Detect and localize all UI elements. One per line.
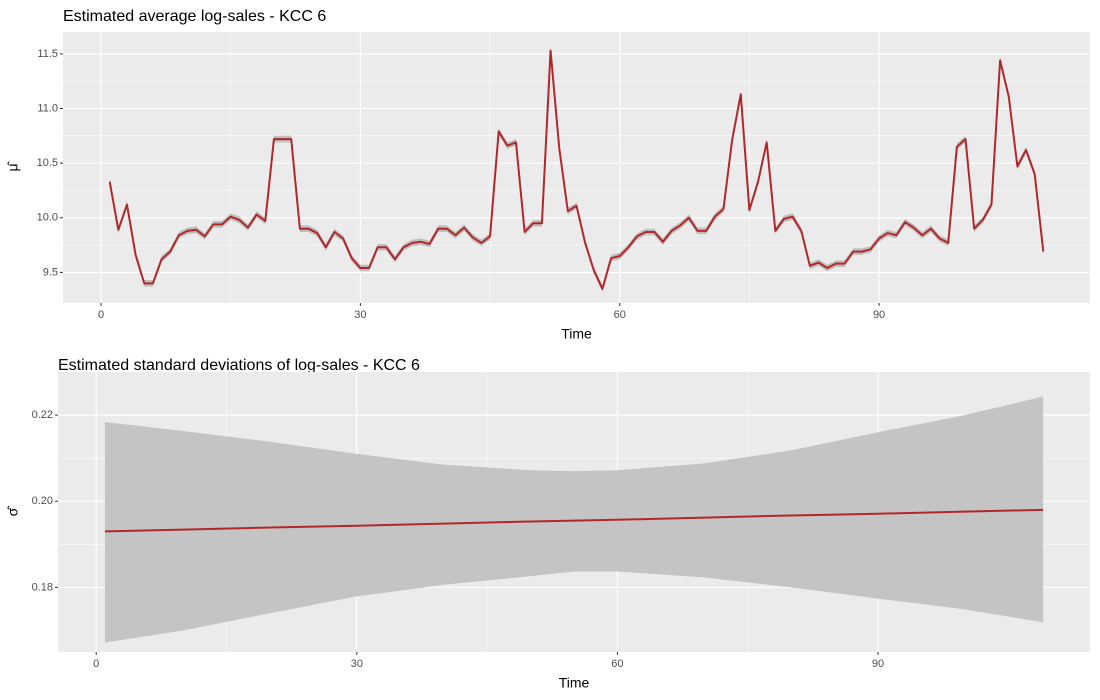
y-tick-label: 11.0: [37, 102, 58, 114]
y-axis-title: σ̂: [5, 505, 21, 517]
y-tick-label: 9.5: [43, 266, 58, 278]
x-tick-label: 0: [93, 658, 99, 670]
chart-title: Estimated standard deviations of log-sal…: [58, 357, 420, 374]
panel-background: [63, 32, 1090, 303]
y-tick-label: 11.5: [37, 48, 58, 60]
y-tick-label: 10.0: [37, 212, 58, 224]
ribbon: [104, 396, 1044, 643]
y-tick-label: 0.20: [32, 495, 53, 507]
series-line: [108, 49, 1045, 290]
x-tick-label: 30: [351, 658, 363, 670]
x-tick-label: 60: [614, 309, 626, 321]
series-line: [104, 508, 1044, 533]
y-tick-label: 10.5: [37, 157, 58, 169]
x-tick-label: 90: [873, 309, 885, 321]
y-tick-label: 0.22: [32, 409, 53, 421]
x-tick-label: 60: [611, 658, 623, 670]
y-axis-title: μ̂: [5, 160, 21, 171]
y-tick-label: 0.18: [32, 581, 53, 593]
x-axis-title: Time: [559, 675, 590, 691]
x-tick-label: 90: [872, 658, 884, 670]
x-axis-title: Time: [561, 326, 592, 342]
x-tick-label: 30: [354, 309, 366, 321]
x-tick-label: 0: [98, 309, 104, 321]
chart-title: Estimated average log-sales - KCC 6: [63, 8, 326, 25]
